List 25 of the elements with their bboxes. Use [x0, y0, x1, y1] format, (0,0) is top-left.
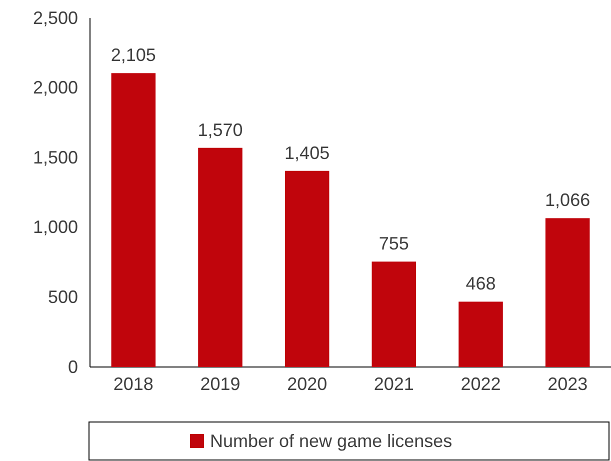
- y-tick-label: 2,000: [32, 78, 78, 98]
- x-tick-label: 2021: [374, 374, 414, 394]
- bar: [458, 302, 503, 367]
- bar: [198, 148, 242, 367]
- x-tick-label: 2018: [113, 374, 154, 394]
- x-tick-label: 2019: [200, 374, 240, 394]
- y-tick-label: 0: [68, 356, 78, 377]
- y-tick-label: 1,000: [32, 217, 78, 238]
- y-tick-label: 1,500: [32, 147, 78, 168]
- legend-label: Number of new game licenses: [210, 431, 452, 451]
- y-tick-label: 500: [48, 286, 78, 307]
- bar: [372, 262, 416, 367]
- y-tick-label: 2,500: [32, 8, 78, 28]
- data-label: 755: [378, 234, 409, 254]
- data-label: 1,570: [198, 120, 243, 140]
- data-label: 468: [466, 274, 496, 294]
- data-label: 1,405: [284, 142, 330, 163]
- data-label: 2,105: [110, 45, 156, 66]
- bar: [284, 170, 330, 367]
- x-tick-label: 2020: [287, 374, 328, 394]
- x-tick-label: 2023: [548, 374, 588, 394]
- data-label: 1,066: [545, 190, 590, 210]
- bar: [545, 218, 590, 367]
- bar: [111, 73, 156, 367]
- x-tick-label: 2022: [460, 374, 501, 394]
